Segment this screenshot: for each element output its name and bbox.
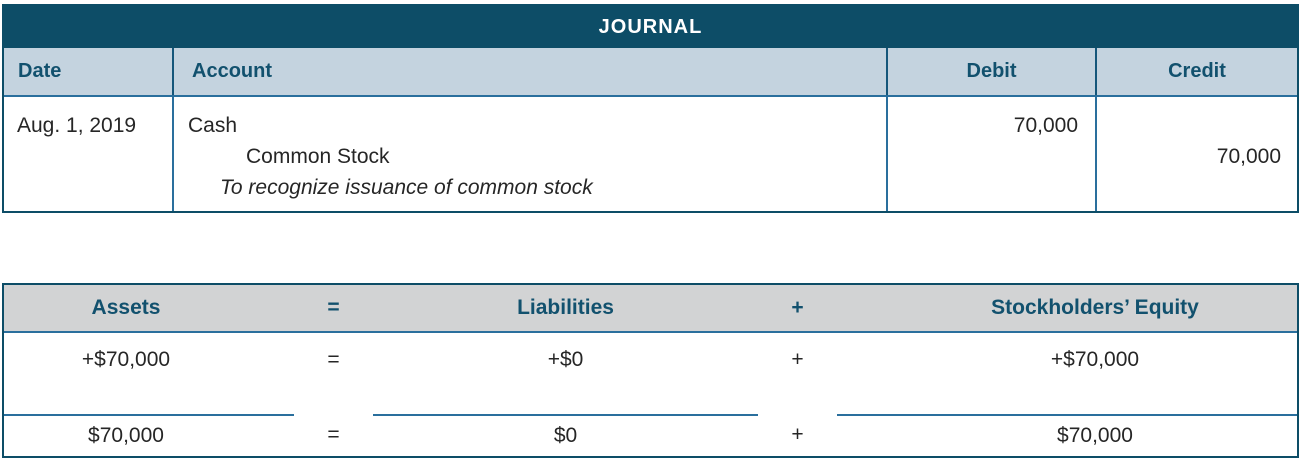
journal-table: JOURNAL Date Account Debit Credit Aug. 1… bbox=[2, 4, 1299, 213]
entry-credit-account: Common Stock bbox=[246, 145, 390, 168]
journal-col-header-account: Account bbox=[174, 48, 888, 95]
journal-title: JOURNAL bbox=[4, 6, 1297, 48]
total-liabilities-value: $0 bbox=[373, 414, 758, 456]
total-plus-sign: + bbox=[791, 423, 804, 446]
change-equity-value: +$70,000 bbox=[1050, 348, 1140, 371]
entry-credit-amount: 70,000 bbox=[1216, 145, 1281, 168]
equation-header-liabilities: Liabilities bbox=[517, 296, 614, 319]
change-liabilities-value: +$0 bbox=[547, 348, 584, 371]
entry-memo: To recognize issuance of common stock bbox=[220, 176, 593, 199]
equation-header-row: Assets = Liabilities + Stockholders’ Equ… bbox=[4, 285, 1297, 333]
total-equity-value: $70,000 bbox=[837, 414, 1297, 456]
total-assets-value: $70,000 bbox=[4, 414, 294, 456]
journal-col-header-date: Date bbox=[4, 48, 174, 95]
change-plus-sign: + bbox=[791, 348, 804, 371]
accounting-equation-table: Assets = Liabilities + Stockholders’ Equ… bbox=[2, 283, 1299, 458]
journal-entry-row: Aug. 1, 2019 Cash Common Stock To recogn… bbox=[4, 97, 1297, 211]
entry-date: Aug. 1, 2019 bbox=[4, 97, 174, 211]
entry-debit-account: Cash bbox=[188, 114, 238, 137]
equation-header-equity: Stockholders’ Equity bbox=[991, 296, 1199, 319]
entry-debit-amount: 70,000 bbox=[888, 97, 1097, 211]
equation-header-assets: Assets bbox=[91, 296, 161, 319]
equation-header-equals-sign: = bbox=[327, 296, 340, 319]
equation-change-row: +$70,000 = +$0 + +$70,000 bbox=[4, 333, 1297, 414]
journal-col-header-debit: Debit bbox=[888, 48, 1097, 95]
journal-header-row: Date Account Debit Credit bbox=[4, 48, 1297, 97]
equation-total-row: $70,000 = $0 + $70,000 bbox=[4, 414, 1297, 456]
entry-account-cell: Cash Common Stock To recognize issuance … bbox=[174, 97, 888, 211]
equation-header-plus-sign: + bbox=[791, 296, 804, 319]
total-equals-sign: = bbox=[327, 423, 340, 446]
change-assets-value: +$70,000 bbox=[81, 348, 171, 371]
journal-col-header-credit: Credit bbox=[1168, 60, 1226, 82]
change-equals-sign: = bbox=[327, 348, 340, 371]
